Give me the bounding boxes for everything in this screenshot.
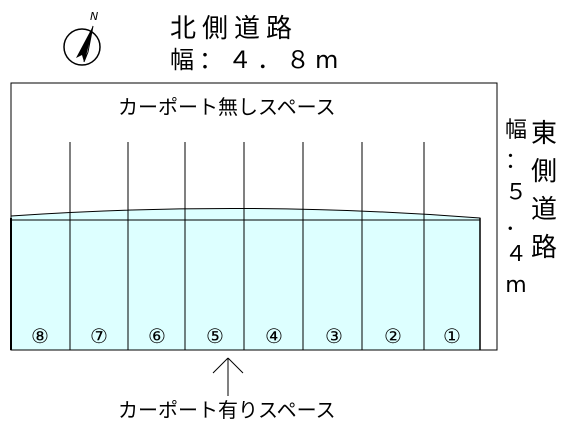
slot-number: ⑥	[148, 324, 166, 348]
slot-dividers	[69, 142, 425, 350]
carport-space-label: カーポート有りスペース	[118, 398, 336, 422]
slot-numbers: ⑧ ⑦ ⑥ ⑤ ④ ③ ② ①	[31, 324, 461, 348]
east-road-name: 東 側 道 路	[530, 115, 558, 267]
east-road-name-char: 側	[530, 157, 557, 187]
east-road-width: 幅 ： ５ ． ４ m	[502, 115, 530, 301]
slot-number: ⑦	[90, 324, 108, 348]
east-road-width-char: ４	[504, 242, 527, 267]
slot-number: ⑤	[206, 324, 224, 348]
east-road-name-char: 道	[530, 195, 557, 225]
slot-number: ③	[325, 324, 343, 348]
east-road-name-char: 東	[530, 119, 557, 149]
compass-letter: N	[90, 10, 98, 23]
up-arrow-icon	[212, 357, 244, 396]
open-space-label: カーポート無しスペース	[118, 95, 336, 119]
north-road-width: 幅：４．８m	[170, 46, 344, 74]
slot-number: ⑧	[31, 324, 49, 348]
east-road-width-char: ：	[504, 149, 527, 174]
slot-number: ④	[265, 324, 283, 348]
east-road-width-char: m	[505, 273, 527, 298]
east-road-width-char: 幅	[504, 118, 527, 143]
carport-area	[10, 207, 481, 351]
east-road-width-char: ５	[504, 180, 527, 205]
north-arrow-icon	[63, 25, 101, 66]
east-road-width-char: ．	[504, 211, 527, 236]
north-road-name: 北側道路	[170, 14, 299, 44]
slot-number: ②	[384, 324, 402, 348]
east-road-name-char: 路	[530, 233, 557, 263]
slot-number: ①	[443, 324, 461, 348]
